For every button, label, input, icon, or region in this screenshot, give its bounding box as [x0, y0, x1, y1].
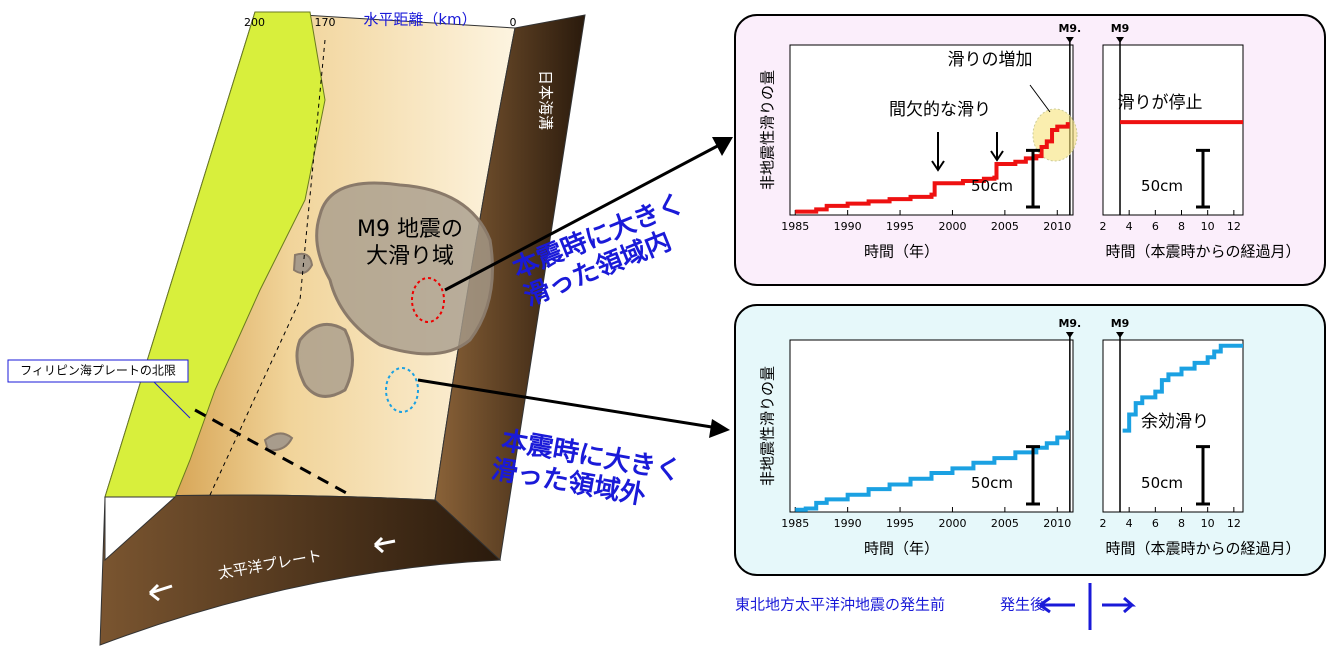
- distance-tick: 200: [244, 16, 265, 29]
- scale-bar: [1196, 445, 1210, 506]
- scale-label: 50cm: [971, 177, 1013, 195]
- x-tick-label: 6: [1152, 517, 1159, 530]
- annotation: 間欠的な滑り: [889, 100, 991, 120]
- mainshock-marker: [1065, 332, 1074, 338]
- mainshock-marker: [1116, 37, 1125, 43]
- plate-arrow: [148, 583, 173, 602]
- x-tick-label: 2: [1100, 517, 1107, 530]
- x-tick-label: 2000: [938, 517, 966, 530]
- annotation: 滑りが停止: [1118, 93, 1203, 113]
- x-tick-label: 2005: [991, 220, 1019, 233]
- mainshock-marker: [1116, 332, 1125, 338]
- scale-label: 50cm: [1141, 474, 1183, 492]
- x-tick-label: 1995: [886, 517, 914, 530]
- distance-tick: 0: [510, 16, 517, 29]
- x-axis-label: 時間（本震時からの経過月）: [1105, 540, 1300, 558]
- x-axis-label: 時間（年）: [864, 540, 939, 558]
- x-axis-label: 時間（年）: [864, 243, 939, 261]
- y-axis-label: 非地震性滑りの量: [759, 366, 777, 486]
- scale-bar: [1026, 445, 1040, 506]
- x-tick-label: 4: [1126, 517, 1133, 530]
- mainshock-label: M9: [1111, 317, 1130, 330]
- mainshock-label: M9: [1111, 22, 1130, 35]
- pointer: [444, 140, 726, 292]
- x-tick-label: 4: [1126, 220, 1133, 233]
- x-tick-label: 2010: [1043, 220, 1071, 233]
- plate-limit: フィリピン海プレートの北限: [20, 363, 176, 378]
- before-label: 東北地方太平洋沖地震の発生前: [735, 596, 945, 614]
- slip-label: M9 地震の: [357, 217, 463, 242]
- annotation: 余効滑り: [1141, 412, 1209, 432]
- slip-region: [292, 252, 314, 275]
- plot-frame: [789, 339, 1074, 513]
- outside-circle: [385, 367, 419, 413]
- plate-limit-box: [7, 359, 189, 383]
- x-tick-label: 12: [1227, 517, 1241, 530]
- x-tick-label: 1985: [781, 220, 809, 233]
- mainshock-label: M9.: [1058, 317, 1081, 330]
- slip-line: [795, 122, 1070, 214]
- x-tick-label: 2: [1100, 220, 1107, 233]
- annotation-pointer: [1029, 84, 1051, 113]
- y-axis-label: 非地震性滑りの量: [759, 70, 777, 190]
- x-tick-label: 10: [1201, 220, 1215, 233]
- plot-frame: [1102, 44, 1244, 216]
- x-tick-label: 10: [1201, 517, 1215, 530]
- inside-circle: [411, 277, 445, 323]
- mainshock-marker: [1065, 37, 1074, 43]
- plot-frame: [789, 44, 1074, 216]
- plot-frame: [1102, 339, 1244, 513]
- x-tick-label: 2000: [938, 220, 966, 233]
- slip-line: [795, 430, 1070, 512]
- x-tick-label: 8: [1178, 220, 1185, 233]
- x-axis-label: 時間（本震時からの経過月）: [1105, 243, 1300, 261]
- plate-arrow: [373, 536, 396, 554]
- x-tick-label: 1985: [781, 517, 809, 530]
- arrowhead: [712, 137, 733, 156]
- pointer: [417, 378, 719, 430]
- plate-boundary: [194, 408, 351, 497]
- pointer: [149, 377, 191, 419]
- x-tick-label: 2010: [1043, 517, 1071, 530]
- scale-bar: [1026, 148, 1040, 209]
- x-tick-label: 12: [1227, 220, 1241, 233]
- annotation: 滑りの増加: [948, 50, 1033, 70]
- annotation-arrow: [990, 132, 1004, 162]
- slip-label: 大滑り域: [366, 244, 454, 269]
- x-tick-label: 2005: [991, 517, 1019, 530]
- mainshock-label: M9.: [1058, 22, 1081, 35]
- distance-title: 水平距離（km）: [363, 11, 476, 29]
- slip-region: [315, 181, 494, 356]
- x-tick-label: 8: [1178, 517, 1185, 530]
- slip-region: [295, 322, 354, 398]
- slip-line: [1122, 343, 1243, 433]
- scale-label: 50cm: [971, 474, 1013, 492]
- after-label: 発生後: [1000, 596, 1045, 614]
- x-tick-label: 1990: [834, 220, 862, 233]
- scale-bar: [1196, 148, 1210, 209]
- x-tick-label: 1995: [886, 220, 914, 233]
- arrowhead: [709, 419, 730, 438]
- front-white: [104, 496, 177, 562]
- trench-label: 日本海溝: [537, 70, 555, 130]
- front-slab: [99, 494, 502, 646]
- before-after-arrows: [1039, 583, 1136, 630]
- annotation-arrow: [931, 132, 945, 172]
- x-tick-label: 6: [1152, 220, 1159, 233]
- scale-label: 50cm: [1141, 177, 1183, 195]
- slip-region: [263, 432, 294, 452]
- distance-tick: 170: [315, 16, 336, 29]
- x-tick-label: 1990: [834, 517, 862, 530]
